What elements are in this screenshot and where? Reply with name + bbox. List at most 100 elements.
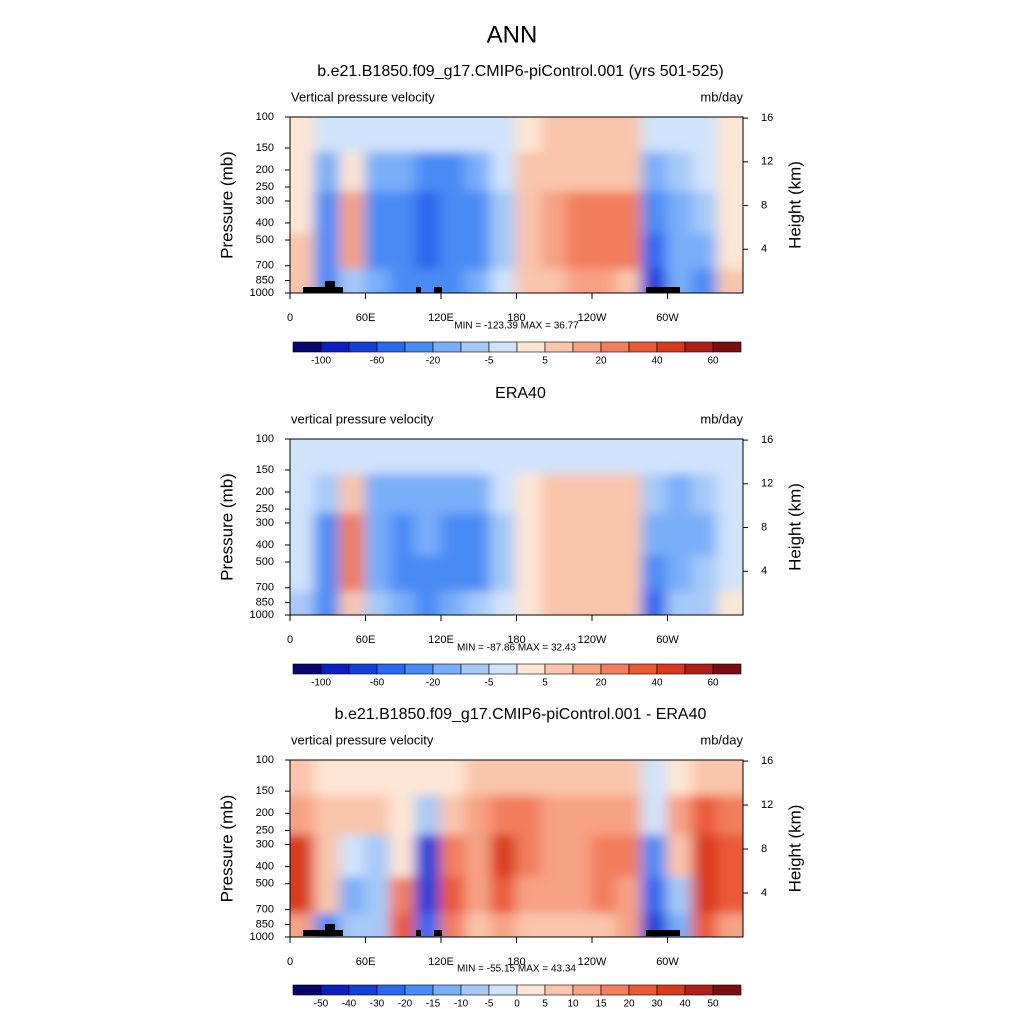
contour-cell <box>666 152 694 193</box>
colorbar-label: -5 <box>485 356 494 367</box>
colorbar-box <box>712 984 742 996</box>
contour-cell <box>440 795 468 836</box>
contour-cell <box>490 591 518 615</box>
contour-cell <box>716 474 743 515</box>
contour-cell <box>716 269 743 293</box>
y-tick-label: 500 <box>256 234 274 246</box>
y2-tick-label: 12 <box>761 799 773 811</box>
contour-cell <box>290 591 317 615</box>
contour-cell <box>339 474 367 515</box>
colorbar-box <box>404 663 434 675</box>
contour-cell <box>364 913 392 937</box>
contour-cell <box>666 513 694 557</box>
colorbar-label: -100 <box>311 678 331 689</box>
colorbar-label: -10 <box>454 999 469 1010</box>
contour-field <box>290 760 743 937</box>
contour-cell <box>591 117 619 154</box>
contour-cell <box>515 269 543 293</box>
contour-cell <box>314 152 342 193</box>
contour-cell <box>716 760 743 797</box>
contour-cell <box>591 795 619 836</box>
contour-cell <box>314 591 342 615</box>
contour-cell <box>314 555 342 593</box>
contour-cell <box>364 233 392 271</box>
contour-cell <box>616 913 644 937</box>
x-tick-label: 0 <box>287 634 293 646</box>
contour-cell <box>691 555 719 593</box>
contour-cell <box>641 555 669 593</box>
contour-cell <box>565 269 593 293</box>
colorbar-box <box>292 341 322 353</box>
contour-cell <box>691 591 719 615</box>
contour-cell <box>465 834 493 879</box>
colorbar-box <box>684 663 714 675</box>
contour-field <box>290 439 743 615</box>
contour-cell <box>641 834 669 879</box>
contour-cell <box>290 877 317 915</box>
contour-cell <box>691 233 719 271</box>
contour-cell <box>666 591 694 615</box>
contour-cell <box>490 152 518 193</box>
contour-cell <box>616 760 644 797</box>
contour-cell <box>465 474 493 515</box>
contour-cell <box>414 795 442 836</box>
colorbar-box <box>460 663 490 675</box>
y2-tick-label: 8 <box>761 521 767 533</box>
y2-tick-label: 12 <box>761 478 773 490</box>
colorbar-box <box>600 341 630 353</box>
y-tick-label: 700 <box>256 582 274 594</box>
contour-cell <box>666 834 694 879</box>
contour-cell <box>691 269 719 293</box>
contour-cell <box>515 760 543 797</box>
colorbar-box <box>348 984 378 996</box>
colorbar-box <box>320 341 350 353</box>
y2-tick-label: 4 <box>761 887 767 899</box>
y-tick-label: 1000 <box>250 609 274 621</box>
y2-axis-label: Height (km) <box>785 161 804 249</box>
contour-cell <box>290 513 317 557</box>
contour-cell <box>540 513 568 557</box>
colorbar-box <box>572 663 602 675</box>
contour-cell <box>389 555 417 593</box>
contour-cell <box>540 191 568 235</box>
contour-cell <box>414 191 442 235</box>
contour-cell <box>339 591 367 615</box>
colorbar-box <box>348 663 378 675</box>
contour-cell <box>716 233 743 271</box>
figure-title: ANN <box>487 21 538 48</box>
contour-cell <box>540 555 568 593</box>
x-tick-label: 180 <box>507 634 525 646</box>
x-tick-label: 120E <box>428 312 454 324</box>
contour-cell <box>364 269 392 293</box>
colorbar-box <box>712 663 742 675</box>
contour-cell <box>364 591 392 615</box>
colorbar-box <box>460 341 490 353</box>
contour-cell <box>490 555 518 593</box>
contour-cell <box>389 513 417 557</box>
contour-cell <box>389 152 417 193</box>
contour-cell <box>440 760 468 797</box>
contour-cell <box>565 834 593 879</box>
contour-cell <box>414 834 442 879</box>
colorbar-box <box>376 984 406 996</box>
colorbar-label: -5 <box>485 999 494 1010</box>
contour-cell <box>389 439 417 476</box>
contour-cell <box>641 591 669 615</box>
contour-cell <box>591 591 619 615</box>
y-tick-label: 400 <box>256 217 274 229</box>
contour-cell <box>565 152 593 193</box>
right-label: mb/day <box>700 411 743 426</box>
topography <box>325 924 335 936</box>
contour-cell <box>314 877 342 915</box>
contour-cell <box>716 591 743 615</box>
colorbar-label: 60 <box>707 678 719 689</box>
contour-cell <box>490 834 518 879</box>
contour-cell <box>465 152 493 193</box>
y2-tick-label: 16 <box>761 755 773 767</box>
contour-cell <box>440 513 468 557</box>
contour-cell <box>591 439 619 476</box>
colorbar-label: 20 <box>595 356 607 367</box>
contour-cell <box>389 269 417 293</box>
contour-cell <box>339 555 367 593</box>
